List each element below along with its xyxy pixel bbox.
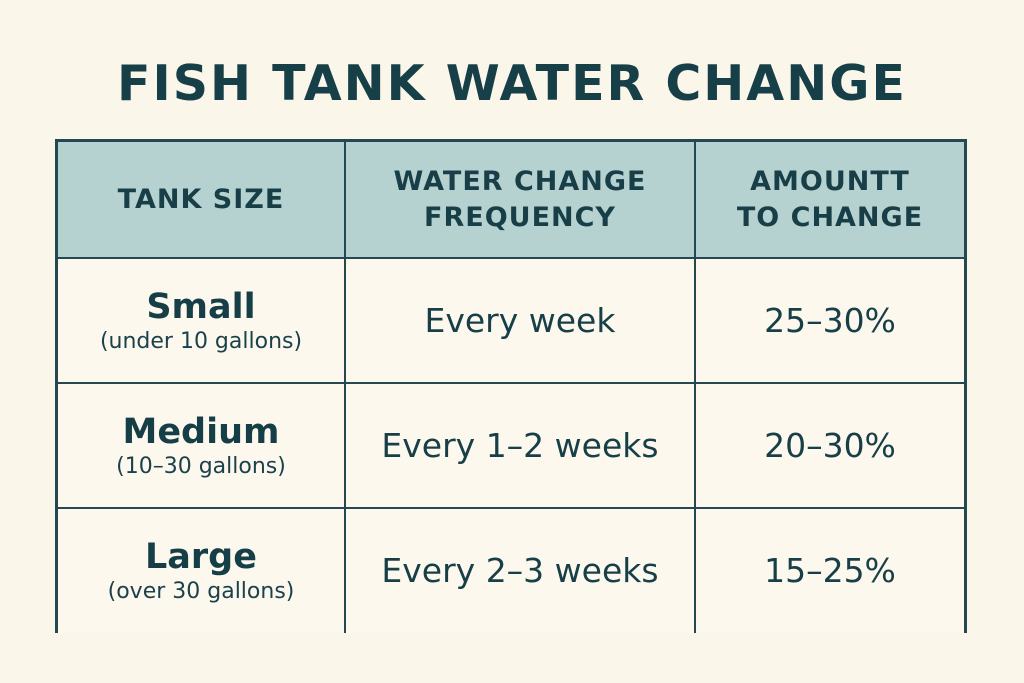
amount-value: 20–30% <box>764 425 896 465</box>
header-tank-size-label: TANK SIZE <box>117 183 285 215</box>
tank-size-note: (10–30 gallons) <box>116 453 286 479</box>
frequency-cell: Every 2–3 weeks <box>344 507 696 633</box>
header-amount-line1: AMOUNTT <box>750 165 910 197</box>
amount-cell: 20–30% <box>694 382 964 509</box>
page-title: FISH TANK WATER CHANGE <box>117 55 907 112</box>
table-row: Large (over 30 gallons) Every 2–3 weeks … <box>58 507 964 633</box>
header-amount: AMOUNTT TO CHANGE <box>694 142 964 259</box>
table-row: Medium (10–30 gallons) Every 1–2 weeks 2… <box>58 382 964 509</box>
frequency-cell: Every 1–2 weeks <box>344 382 696 509</box>
header-tank-size: TANK SIZE <box>58 142 346 259</box>
tank-size-note: (under 10 gallons) <box>99 328 303 354</box>
header-frequency: WATER CHANGE FREQUENCY <box>344 142 696 259</box>
amount-cell: 15–25% <box>694 507 964 633</box>
tank-size-cell: Small (under 10 gallons) <box>58 257 346 384</box>
header-frequency-line1: WATER CHANGE <box>393 165 647 197</box>
tank-size-name: Large <box>145 537 257 577</box>
tank-size-cell: Medium (10–30 gallons) <box>58 382 346 509</box>
frequency-value: Every week <box>424 300 616 340</box>
tank-size-note: (over 30 gallons) <box>107 579 295 604</box>
amount-value: 15–25% <box>764 551 896 590</box>
water-change-table: TANK SIZE WATER CHANGE FREQUENCY AMOUNTT… <box>55 139 967 633</box>
header-amount-line2: TO CHANGE <box>736 201 924 233</box>
tank-size-name: Small <box>146 286 256 327</box>
tank-size-cell: Large (over 30 gallons) <box>58 507 346 633</box>
frequency-value: Every 2–3 weeks <box>381 551 659 590</box>
frequency-cell: Every week <box>344 257 696 384</box>
header-frequency-line2: FREQUENCY <box>424 201 616 233</box>
amount-value: 25–30% <box>764 300 896 340</box>
frequency-value: Every 1–2 weeks <box>381 425 659 465</box>
tank-size-name: Medium <box>122 411 280 452</box>
amount-cell: 25–30% <box>694 257 964 384</box>
table-row: Small (under 10 gallons) Every week 25–3… <box>58 257 964 384</box>
table-header-row: TANK SIZE WATER CHANGE FREQUENCY AMOUNTT… <box>58 142 964 259</box>
